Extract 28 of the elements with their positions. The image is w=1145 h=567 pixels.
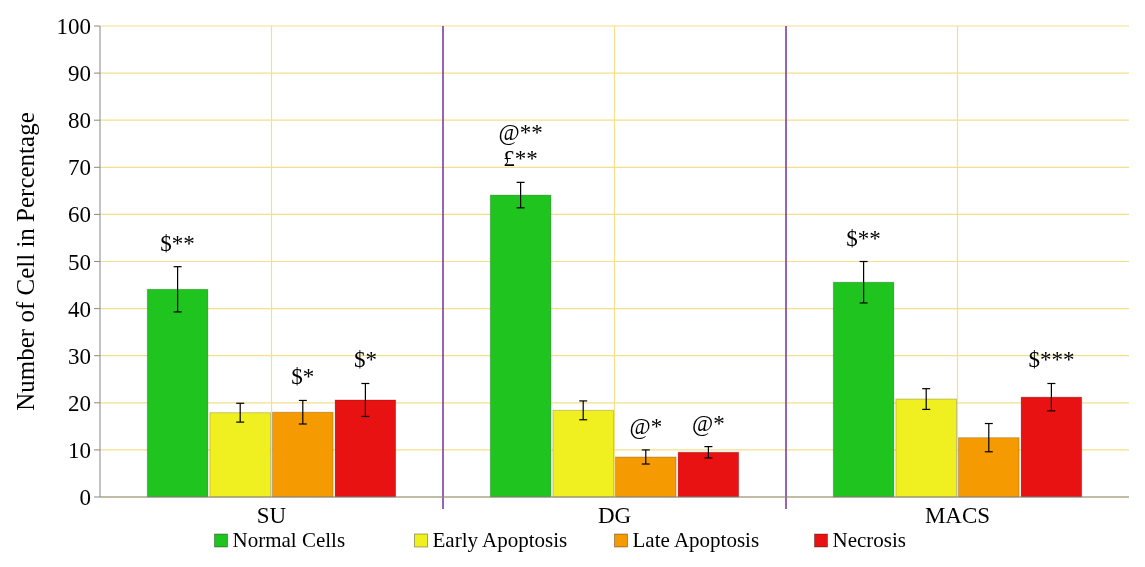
annotation: @* (629, 413, 663, 439)
annotation: @* (692, 410, 725, 436)
y-tick-label: 90 (68, 61, 91, 87)
y-tick-label: 10 (68, 437, 91, 463)
y-tick-label: 50 (68, 249, 91, 275)
y-tick-label: 100 (56, 14, 91, 40)
annotation: $** (846, 225, 881, 251)
y-tick-label: 40 (68, 296, 91, 322)
legend-label: Late Apoptosis (632, 528, 760, 552)
x-tick-label: MACS (924, 503, 991, 528)
x-tick-label: SU (256, 503, 287, 528)
annotation: $** (160, 230, 195, 256)
annotation: $* (353, 347, 377, 373)
y-tick-label: 70 (68, 155, 91, 181)
y-tick-label: 30 (68, 343, 91, 369)
annotation: @** (498, 120, 543, 146)
y-tick-label: 20 (68, 390, 91, 416)
y-axis-title: Number of Cell in Percentage (12, 112, 39, 411)
y-tick-label: 60 (68, 202, 91, 228)
x-tick-label: DG (597, 503, 632, 528)
legend-label: Necrosis (832, 528, 906, 552)
y-tick-label: 80 (68, 108, 91, 134)
y-tick-label: 0 (79, 485, 91, 511)
legend-label: Normal Cells (232, 528, 346, 552)
annotation: £** (503, 146, 538, 172)
annotation: $*** (1028, 347, 1075, 373)
annotation: $* (291, 364, 315, 390)
legend-label: Early Apoptosis (432, 528, 568, 552)
